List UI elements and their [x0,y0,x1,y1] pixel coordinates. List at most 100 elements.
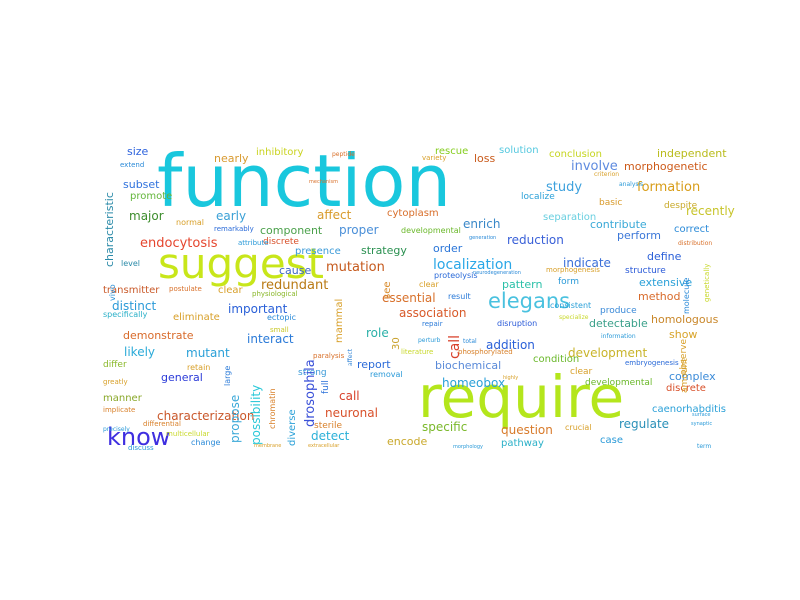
word-small: small [270,326,289,334]
word-require: require [418,363,625,431]
word-cause: cause [279,264,312,277]
word-redundant: redundant [261,278,329,293]
word-affect: affect [317,208,352,222]
word-indicate: indicate [563,256,611,270]
word-development: development [568,346,648,360]
word-perform: perform [617,229,661,242]
word-observe: clear [570,367,593,377]
word-homologous: homologous [651,313,719,326]
word-function: function [157,139,452,223]
word-total: total [463,338,477,345]
word-regulate: question [501,423,553,437]
word-role: role [366,326,389,340]
word-morphology: morphology [453,444,483,450]
word-neuronal: homeobox [442,376,506,390]
word-method: method [638,290,681,303]
word-strategy: strategy [361,244,407,257]
word-normal: normal [176,218,205,227]
word-variety: variety [422,154,447,162]
word-sterile: sterile [314,421,342,431]
word-encode: specific [422,420,468,434]
word-characteristic: characteristic [103,192,116,267]
word-order: order [433,242,463,255]
word-mutant: mutant [186,346,230,360]
word-extensive: extensive [639,276,693,289]
word-information: information [601,333,636,340]
word-solution: solution [499,145,539,156]
word-need: molecule [682,277,691,314]
word-retain: retain [187,363,211,372]
word-addition: addition [486,338,535,352]
word-possibility: possibility [249,384,263,445]
word-loss: loss [474,152,496,165]
word-nearly: nearly [214,152,249,165]
word-general: general [161,371,203,384]
word-specifically: specifically [103,310,148,319]
word-show: show [669,328,698,341]
word-interact: interact [247,332,294,346]
word-postulate: postulate [169,285,202,293]
word-specific: detect [311,429,350,443]
word-extracellular: extracellular [308,443,340,449]
word-enrich: enrich [463,217,501,231]
word-result: proteolysis [434,271,478,280]
word-caenorhabditis: case [600,435,623,446]
word-mammal: mammal [334,298,345,343]
word-clear: clear [218,285,243,296]
word-extend: extend [120,161,145,169]
word-independent: independent [657,147,727,160]
word-subset: subset [123,178,160,191]
word-promote: promote [130,191,173,202]
word-generation: generation [469,235,497,241]
word-report: call [339,389,360,403]
word-eliminate: eliminate [173,312,220,323]
word-criterion: criterion [594,171,620,178]
word-molecule: discrete [666,383,706,394]
word-biochemical: report [357,358,391,371]
word-repair: repair [422,320,443,328]
word-disruption: disruption [497,319,538,328]
word-case: complex [669,370,716,383]
word-implicate: implicate [103,406,136,414]
word-distribution: distribution [678,240,713,247]
word-component: component [260,224,323,237]
word-distinct: distinct [112,299,157,313]
word-rescue: rescue [435,146,469,157]
word-characterization: manner [103,393,142,404]
word-produce: form [558,277,579,287]
word-transmitter: transmitter [103,285,160,296]
word-attribute: attribute [238,239,269,247]
word-early: early [216,209,247,223]
word-multicellular: multicellular [166,430,210,438]
word-paralysis: paralysis [313,352,345,360]
word-define: define [647,250,682,263]
word-morphogenetic: morphogenetic [624,160,708,173]
word-correct: structure [625,266,666,276]
word-question: encode [387,435,428,448]
word-know: know [107,423,171,451]
word-recently: recently [686,204,735,218]
word-diverse: diverse [287,409,298,446]
word-strong: strong [298,368,327,378]
word-neurodegeneration: neurodegeneration [473,270,521,276]
word-mutation: mutation [326,260,385,275]
word-pathway: condition [533,354,580,365]
word-elegans: elegans [488,289,571,313]
word-highly: highly [503,375,519,381]
word-level: level [121,259,141,268]
word-affect2: affect [347,348,354,366]
word-perturb: perturb [418,337,441,344]
word-consistent: consistent [550,301,592,310]
word-discuss: discuss [128,444,154,452]
word-term: term [697,443,712,450]
word-morphogenesis: morphogenesis [546,266,600,274]
word-physiological: physiological [252,290,298,298]
word-reduction: reduction [507,233,564,247]
word-literature: literature [401,348,434,356]
word-proper: proper [339,223,379,237]
word-precisely: precisely [103,426,130,433]
word-association: association [399,306,467,320]
word-remarkably: remarkably [214,225,254,233]
word-nervous: pathway [501,438,544,449]
word-amount: developmental [585,378,653,388]
